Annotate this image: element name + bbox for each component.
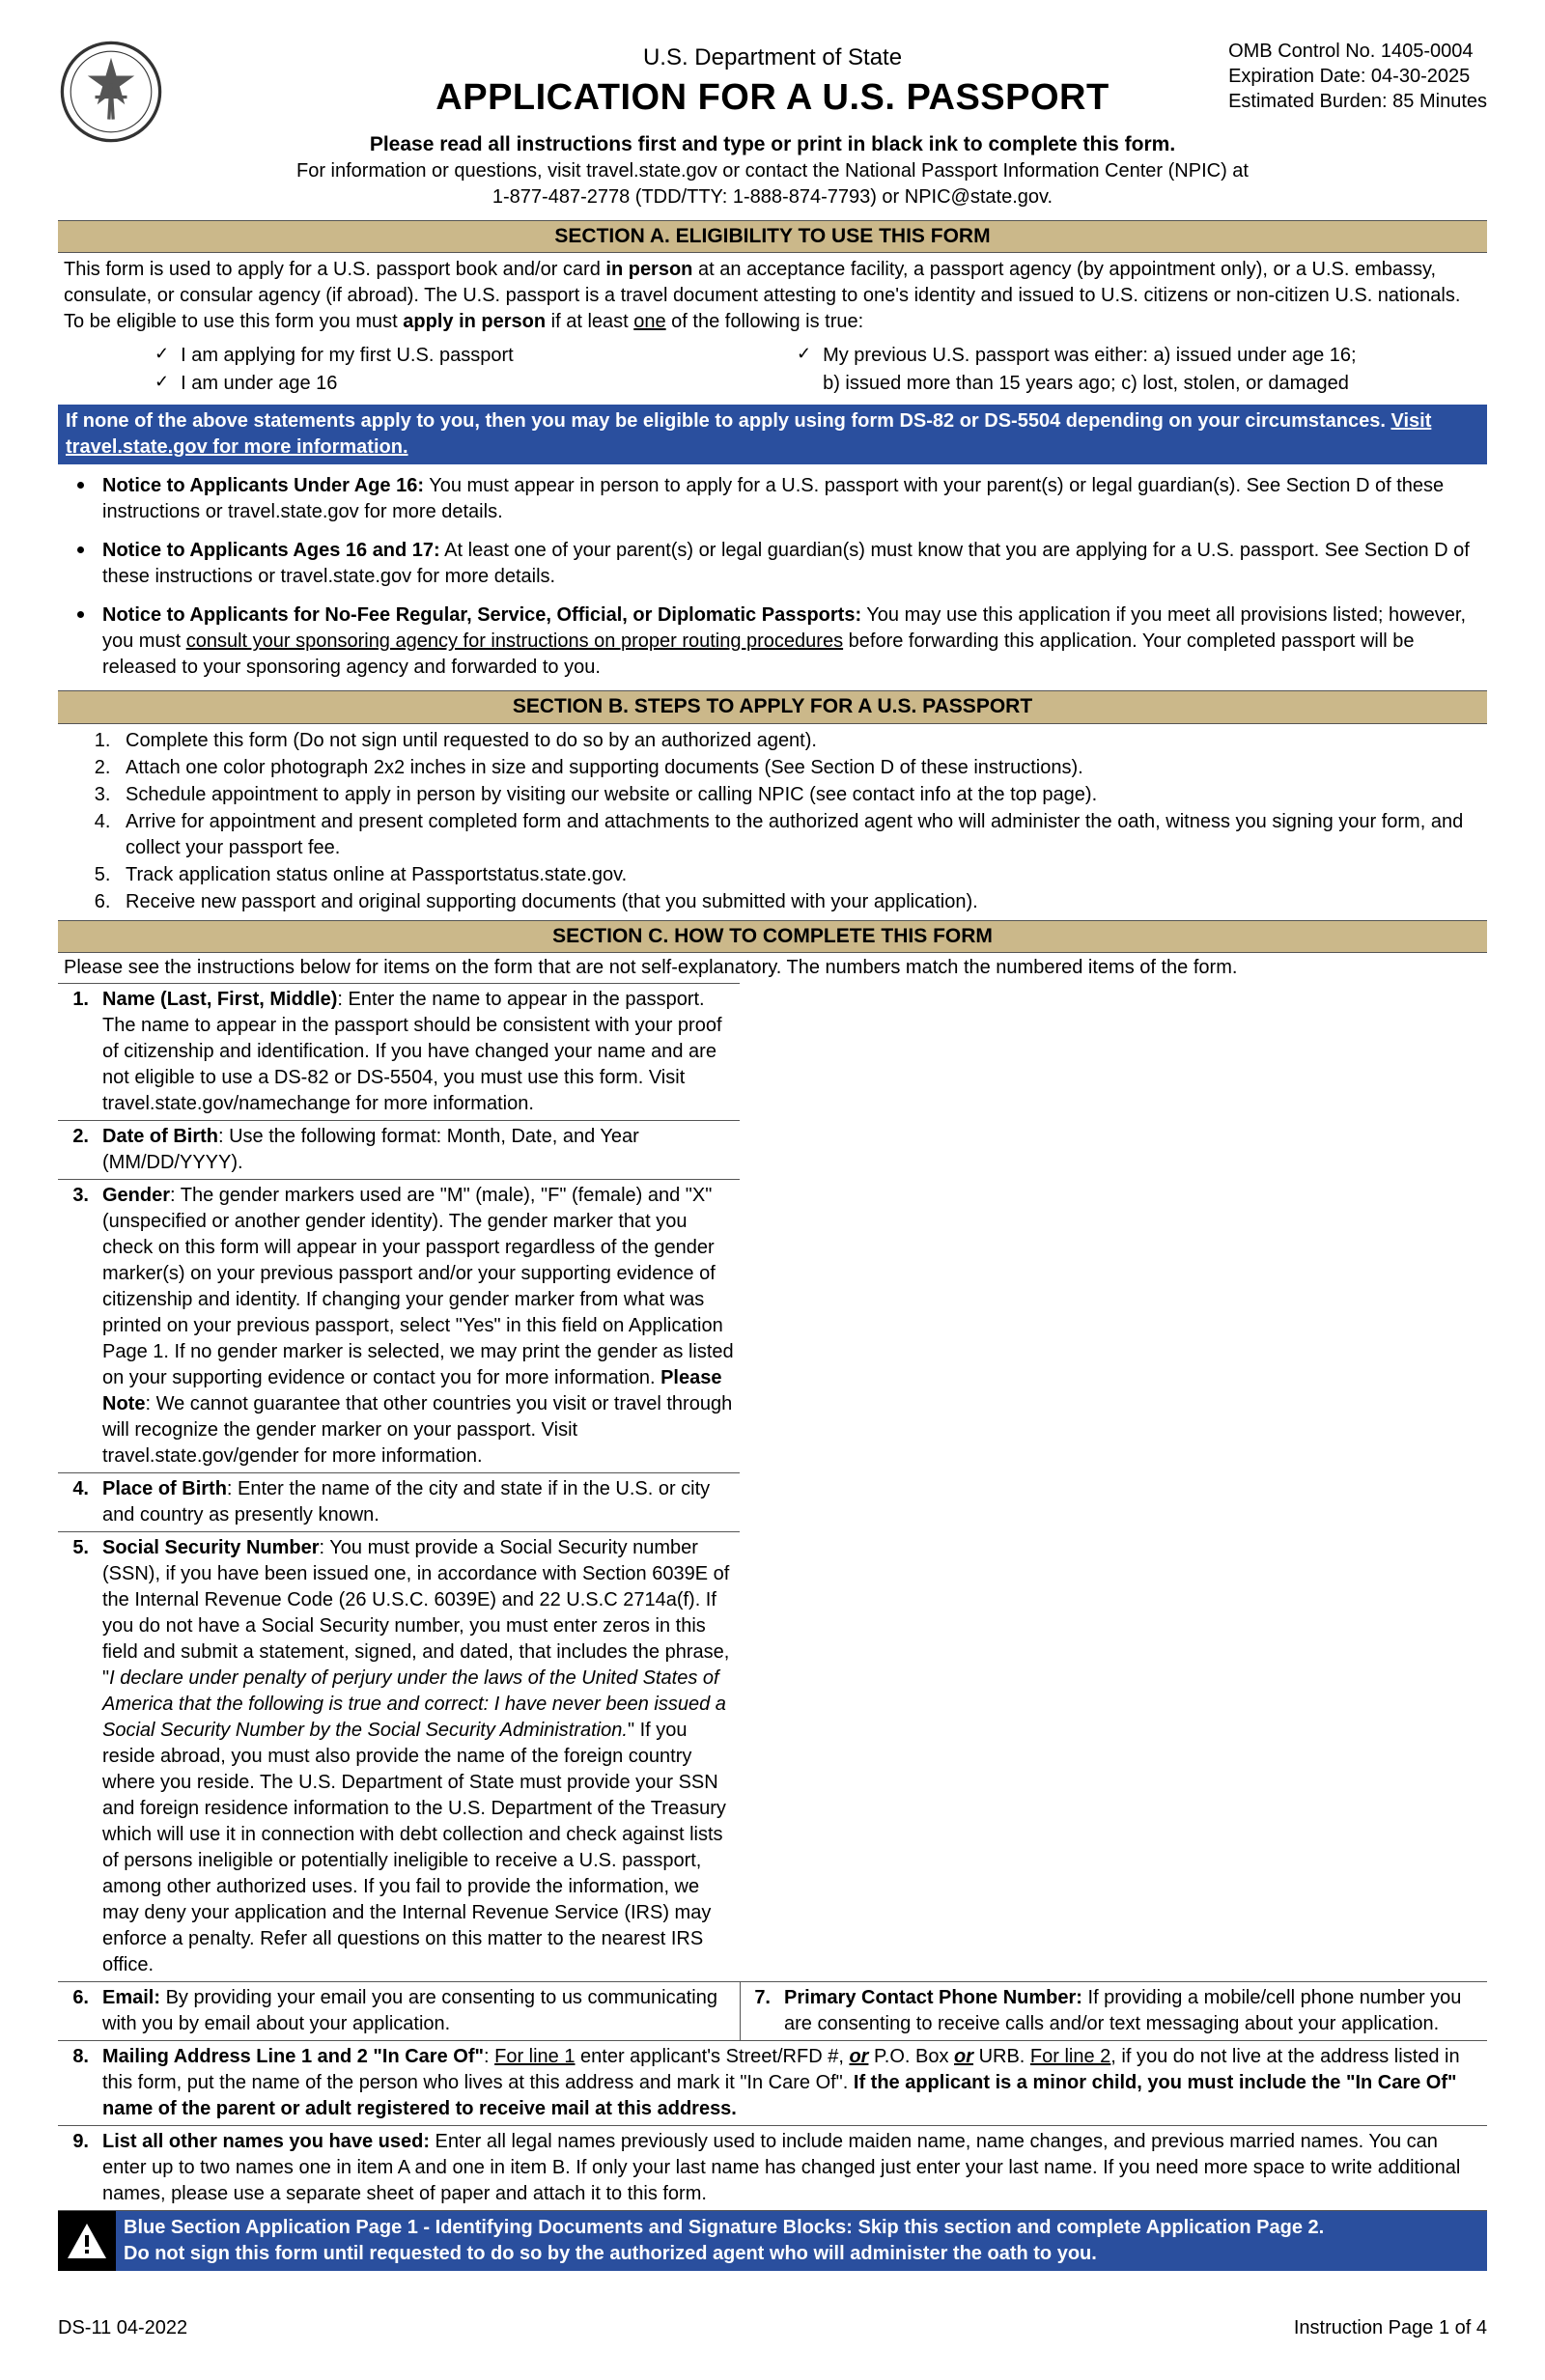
page-footer: DS-11 04-2022 Instruction Page 1 of 4 <box>58 2315 1487 2341</box>
item-6-7: 6. Email: By providing your email you ar… <box>58 1982 1487 2041</box>
item-4: 4. Place of Birth: Enter the name of the… <box>58 1473 1487 1532</box>
item-5: 5. Social Security Number: You must prov… <box>58 1532 1487 1982</box>
notice-under-16: Notice to Applicants Under Age 16: You m… <box>97 470 1481 525</box>
item-1: 1. Name (Last, First, Middle): Enter the… <box>58 984 1487 1121</box>
omb-control: OMB Control No. 1405-0004 <box>1228 39 1487 64</box>
item-2: 2. Date of Birth: Use the following form… <box>58 1121 1487 1180</box>
instruction-table: 1. Name (Last, First, Middle): Enter the… <box>58 983 1487 2211</box>
step-2: Attach one color photograph 2x2 inches i… <box>116 755 1481 781</box>
step-4: Arrive for appointment and present compl… <box>116 809 1481 861</box>
step-1: Complete this form (Do not sign until re… <box>116 728 1481 754</box>
intro-line3: 1-877-487-2778 (TDD/TTY: 1-888-874-7793)… <box>58 184 1487 210</box>
item-3: 3. Gender: The gender markers used are "… <box>58 1180 1487 1473</box>
omb-block: OMB Control No. 1405-0004 Expiration Dat… <box>1228 39 1487 114</box>
section-a-heading: SECTION A. ELIGIBILITY TO USE THIS FORM <box>58 220 1487 253</box>
step-5: Track application status online at Passp… <box>116 862 1481 888</box>
omb-expiration: Expiration Date: 04-30-2025 <box>1228 64 1487 89</box>
check-icon: ✓ <box>154 343 169 365</box>
section-a-blue-notice: If none of the above statements apply to… <box>58 405 1487 464</box>
eligibility-checks: ✓I am applying for my first U.S. passpor… <box>58 343 1487 399</box>
page-header: U.S. Department of State APPLICATION FOR… <box>58 39 1487 124</box>
warning-triangle-icon <box>58 2211 116 2271</box>
check-icon: ✓ <box>154 371 169 393</box>
step-6: Receive new passport and original suppor… <box>116 889 1481 915</box>
item-8: 8. Mailing Address Line 1 and 2 "In Care… <box>58 2041 1487 2126</box>
page-number: Instruction Page 1 of 4 <box>1294 2315 1487 2341</box>
section-a-body: This form is used to apply for a U.S. pa… <box>58 253 1487 339</box>
intro-line2: For information or questions, visit trav… <box>58 158 1487 184</box>
section-b-steps: Complete this form (Do not sign until re… <box>58 724 1487 920</box>
section-c-heading: SECTION C. HOW TO COMPLETE THIS FORM <box>58 920 1487 953</box>
warning-line2: Do not sign this form until requested to… <box>124 2241 1479 2267</box>
intro-bold: Please read all instructions first and t… <box>58 131 1487 158</box>
warning-line1: Blue Section Application Page 1 - Identi… <box>124 2215 1479 2241</box>
check-icon: ✓ <box>797 343 811 365</box>
section-a-notices: Notice to Applicants Under Age 16: You m… <box>58 464 1487 681</box>
item-9: 9. List all other names you have used: E… <box>58 2126 1487 2211</box>
notice-no-fee: Notice to Applicants for No-Fee Regular,… <box>97 600 1481 681</box>
notice-16-17: Notice to Applicants Ages 16 and 17: At … <box>97 535 1481 590</box>
section-b-heading: SECTION B. STEPS TO APPLY FOR A U.S. PAS… <box>58 690 1487 723</box>
warning-banner: Blue Section Application Page 1 - Identi… <box>58 2211 1487 2271</box>
omb-burden: Estimated Burden: 85 Minutes <box>1228 89 1487 114</box>
form-number: DS-11 04-2022 <box>58 2315 187 2341</box>
state-dept-seal-icon <box>58 39 164 145</box>
step-3: Schedule appointment to apply in person … <box>116 782 1481 808</box>
intro-block: Please read all instructions first and t… <box>58 131 1487 210</box>
section-c-lead: Please see the instructions below for it… <box>58 953 1487 983</box>
